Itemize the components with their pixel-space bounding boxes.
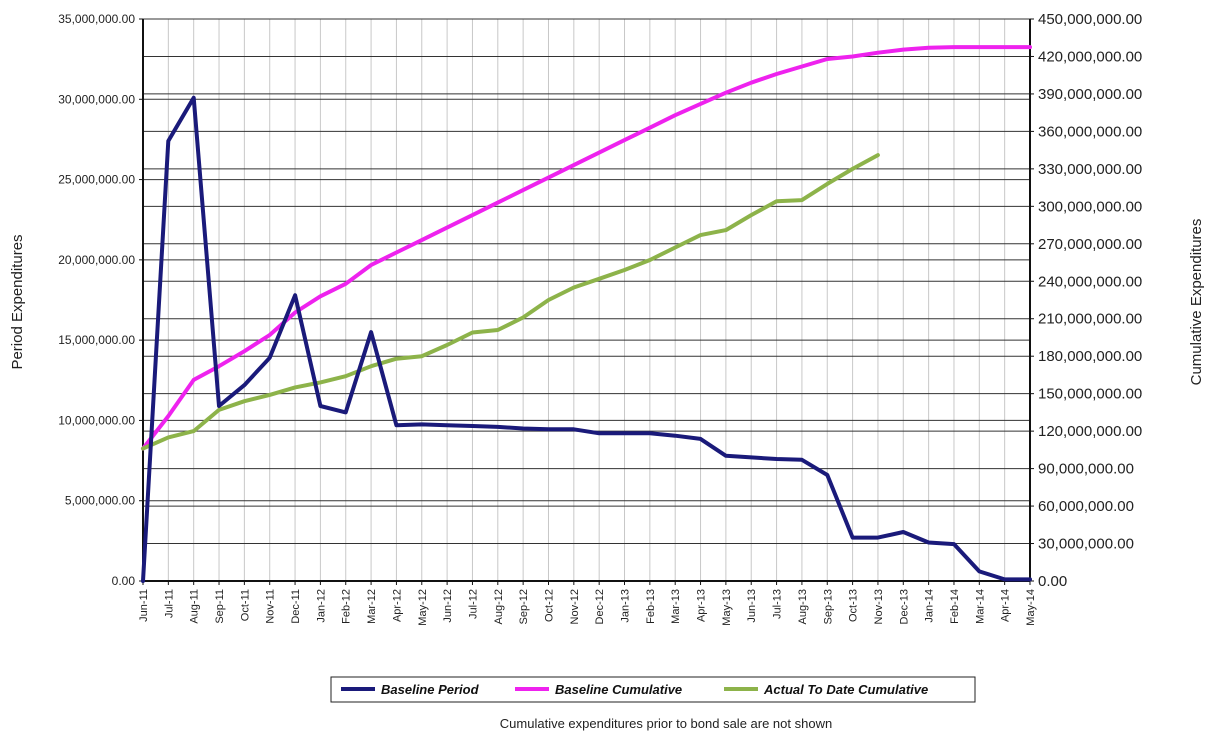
legend-label-actual-cumulative: Actual To Date Cumulative [763, 682, 928, 697]
x-tick-label: Apr-14 [1000, 589, 1012, 622]
x-tick-label: Sep-11 [214, 589, 226, 624]
x-tick-label: Nov-11 [265, 589, 277, 624]
x-tick-label: Jan-14 [924, 589, 936, 623]
x-tick-label: Feb-12 [341, 589, 353, 624]
x-tick-label: Aug-13 [797, 589, 809, 624]
x-tick-label: May-13 [721, 589, 733, 626]
y-left-tick-label: 30,000,000.00 [58, 92, 135, 106]
series-line-actual-to-date-cumulative [141, 153, 880, 451]
series-line-baseline-period [141, 95, 1032, 583]
y-axis-right-title: Cumulative Expenditures [1188, 219, 1205, 386]
y-right-tick-label: 210,000,000.00 [1038, 311, 1142, 328]
y-right-tick-label: 30,000,000.00 [1038, 536, 1134, 553]
x-tick-label: Jan-12 [315, 589, 327, 623]
x-tick-label: Jun-13 [746, 589, 758, 623]
y-right-tick-label: 120,000,000.00 [1038, 423, 1142, 440]
x-tick-label: Mar-14 [974, 589, 986, 624]
x-tick-label: Feb-13 [645, 589, 657, 624]
x-tick-label: Apr-12 [391, 589, 403, 622]
x-tick-label: Dec-11 [290, 589, 302, 624]
y-left-tick-label: 35,000,000.00 [58, 12, 135, 26]
x-tick-label: Mar-12 [366, 589, 378, 624]
x-tick-label: May-14 [1025, 589, 1037, 626]
x-tick-label: Dec-13 [898, 589, 910, 624]
y-right-tick-label: 360,000,000.00 [1038, 123, 1142, 140]
plot-area [143, 19, 1030, 581]
y-right-tick-label: 420,000,000.00 [1038, 48, 1142, 65]
x-tick-label: Jul-13 [772, 589, 784, 619]
x-tick-label: Nov-13 [873, 589, 885, 624]
x-tick-label: Jun-11 [138, 589, 150, 622]
y-left-tick-label: 10,000,000.00 [58, 413, 135, 427]
chart-footnote: Cumulative expenditures prior to bond sa… [500, 716, 832, 731]
y-right-tick-label: 150,000,000.00 [1038, 386, 1142, 403]
x-tick-label: Sep-12 [518, 589, 530, 624]
y-right-tick-label: 390,000,000.00 [1038, 86, 1142, 103]
y-right-tick-label: 180,000,000.00 [1038, 348, 1142, 365]
x-tick-label: Feb-14 [949, 589, 961, 624]
y-right-tick-label: 270,000,000.00 [1038, 236, 1142, 253]
x-tick-label: Dec-12 [594, 589, 606, 624]
y-right-tick-label: 0.00 [1038, 573, 1067, 590]
x-tick-label: Jul-12 [467, 589, 479, 619]
y-right-tick-label: 90,000,000.00 [1038, 461, 1134, 478]
x-tick-label: Aug-11 [189, 589, 201, 624]
x-tick-label: Apr-13 [696, 589, 708, 622]
series-line-baseline-cumulative [141, 45, 1032, 451]
legend: Baseline Period Baseline Cumulative Actu… [330, 676, 976, 703]
y-left-tick-label: 0.00 [112, 574, 136, 588]
y-left-tick-label: 20,000,000.00 [58, 253, 135, 267]
x-tick-label: Sep-13 [822, 589, 834, 624]
y-left-tick-label: 25,000,000.00 [58, 173, 135, 187]
x-tick-label: Nov-12 [569, 589, 581, 624]
x-tick-label: Aug-12 [493, 589, 505, 624]
y-left-tick-label: 15,000,000.00 [58, 333, 135, 347]
x-tick-label: Jul-11 [163, 589, 175, 618]
x-tick-label: Oct-13 [848, 589, 860, 622]
y-right-tick-label: 330,000,000.00 [1038, 161, 1142, 178]
y-left-tick-label: 5,000,000.00 [65, 494, 135, 508]
y-right-tick-label: 240,000,000.00 [1038, 273, 1142, 290]
x-tick-label: Jan-13 [620, 589, 632, 623]
x-tick-label: Oct-11 [239, 589, 251, 621]
x-tick-label: Mar-13 [670, 589, 682, 624]
y-right-tick-label: 60,000,000.00 [1038, 498, 1134, 515]
legend-label-baseline-period: Baseline Period [381, 682, 480, 697]
x-tick-label: Jun-12 [442, 589, 454, 623]
y-right-tick-label: 300,000,000.00 [1038, 198, 1142, 215]
y-right-tick-label: 450,000,000.00 [1038, 11, 1142, 28]
x-tick-label: Oct-12 [543, 589, 555, 622]
x-tick-label: May-12 [417, 589, 429, 626]
legend-label-baseline-cumulative: Baseline Cumulative [555, 682, 682, 697]
y-axis-left-title: Period Expenditures [9, 234, 26, 369]
